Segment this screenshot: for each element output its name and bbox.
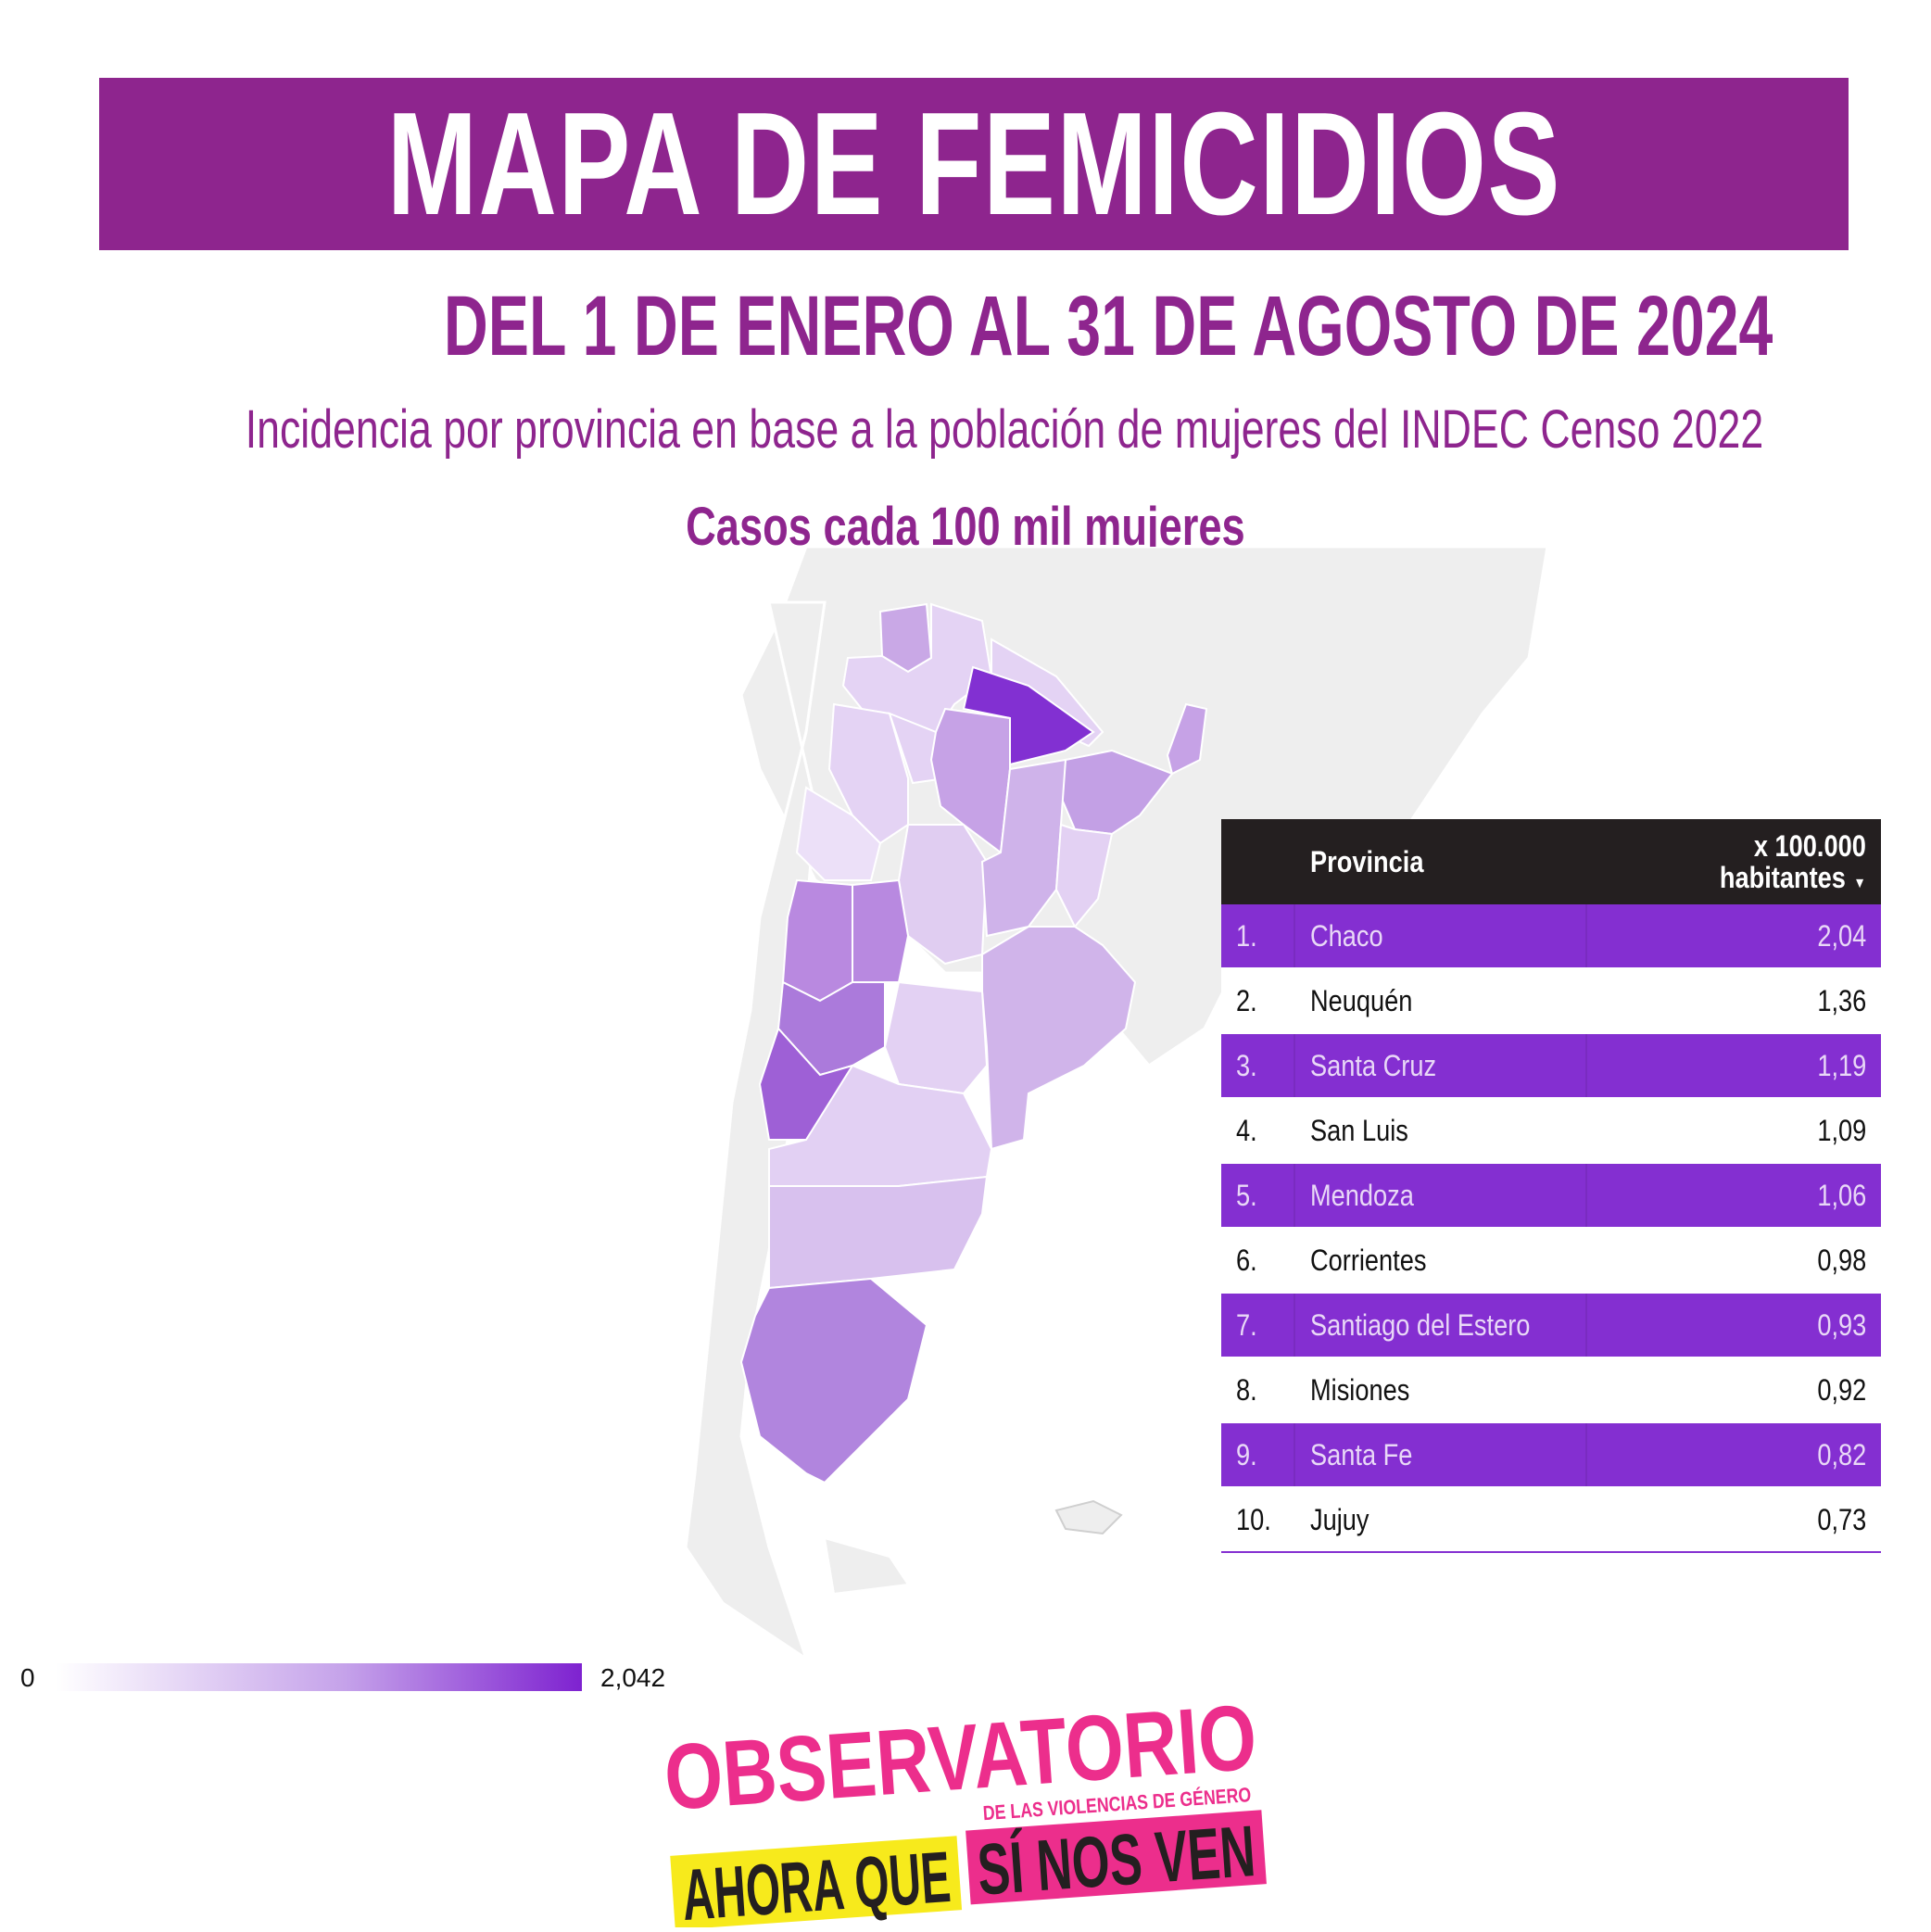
map-svg (684, 545, 1549, 1662)
logo-yellow-band (670, 1836, 963, 1930)
table-row: 6. Corrientes 0,98 (1221, 1229, 1881, 1294)
row-rank: 2. (1236, 984, 1257, 1017)
row-province-name: Jujuy (1310, 1503, 1369, 1536)
row-province-name: Corrientes (1310, 1244, 1427, 1277)
row-rank: 3. (1236, 1049, 1257, 1082)
row-divider (1585, 1294, 1587, 1357)
row-divider (1294, 1423, 1295, 1486)
row-rank: 5. (1236, 1179, 1257, 1212)
province-la-pampa (883, 980, 989, 1095)
table-row: 10. Jujuy 0,73 (1221, 1488, 1881, 1553)
table-row: 8. Misiones 0,92 (1221, 1358, 1881, 1423)
logo-line3b: SÍ NOS VEN (975, 1810, 1257, 1911)
table-row: 2. Neuquén 1,36 (1221, 969, 1881, 1034)
row-province-name: Santa Fe (1310, 1438, 1413, 1471)
row-divider (1585, 904, 1587, 967)
ranking-header: Provincia x 100.000 habitantes ▼ (1221, 819, 1881, 904)
logo-svg: OBSERVATORIO DE LAS VIOLENCIAS DE GÉNERO… (661, 1686, 1267, 1932)
province-san-juan (781, 878, 853, 1003)
province-chubut (768, 1175, 989, 1290)
row-province-name: San Luis (1310, 1114, 1408, 1147)
title-banner: MAPA DE FEMICIDIOS (99, 78, 1849, 250)
column-header-province[interactable]: Provincia (1310, 845, 1424, 878)
table-row: 7. Santiago del Estero 0,93 (1221, 1294, 1881, 1358)
ranking-table: Provincia x 100.000 habitantes ▼ 1. Chaco 2… (1221, 819, 1881, 1553)
row-divider (1294, 1164, 1295, 1227)
sort-descending-icon[interactable]: ▼ (1853, 876, 1866, 891)
column-header-value-line2: habitantes (1720, 861, 1847, 894)
province-san-luis (852, 878, 910, 983)
falkland-islands (1054, 1499, 1123, 1535)
column-header-value[interactable]: x 100.000 habitantes ▼ (1720, 830, 1866, 900)
row-province-name: Chaco (1310, 919, 1383, 953)
row-rank: 7. (1236, 1308, 1257, 1342)
argentina-map (667, 545, 1549, 1677)
province-santa-cruz (739, 1277, 928, 1484)
row-divider (1294, 1294, 1295, 1357)
row-province-name: Santa Cruz (1310, 1049, 1437, 1082)
row-divider (1585, 1164, 1587, 1227)
province-buenos-aires (981, 926, 1137, 1151)
row-divider (1294, 1034, 1295, 1097)
table-row: 5. Mendoza 1,06 (1221, 1164, 1881, 1229)
row-value: 0,98 (1817, 1244, 1866, 1277)
page-title: MAPA DE FEMICIDIOS (386, 82, 1561, 246)
table-row: 3. Santa Cruz 1,19 (1221, 1034, 1881, 1099)
observatorio-logo: OBSERVATORIO DE LAS VIOLENCIAS DE GÉNERO… (649, 1677, 1297, 1932)
province-misiones (1166, 702, 1208, 776)
row-divider (1294, 904, 1295, 967)
date-range: DEL 1 DE ENERO AL 31 DE AGOSTO DE 2024 (443, 279, 1773, 373)
row-province-name: Mendoza (1310, 1179, 1414, 1212)
province-rio-negro (768, 1064, 993, 1187)
row-province-name: Neuquén (1310, 984, 1413, 1017)
column-header-value-line1: x 100.000 (1753, 829, 1866, 863)
row-value: 0,92 (1817, 1373, 1866, 1407)
row-rank: 9. (1236, 1438, 1257, 1471)
row-value: 1,19 (1817, 1049, 1866, 1082)
province-tierra-del-fuego (823, 1536, 910, 1596)
province-la-rioja (795, 786, 882, 881)
province-cordoba (897, 824, 989, 966)
row-province-name: Misiones (1310, 1373, 1410, 1407)
row-divider (1585, 1034, 1587, 1097)
row-rank: 1. (1236, 919, 1257, 953)
logo-pink-band (966, 1810, 1267, 1905)
row-value: 2,04 (1817, 919, 1866, 953)
table-row: 4. San Luis 1,09 (1221, 1099, 1881, 1164)
logo-line3a: AHORA QUE (679, 1836, 953, 1927)
row-rank: 4. (1236, 1114, 1257, 1147)
row-value: 0,73 (1817, 1503, 1866, 1536)
row-rank: 10. (1236, 1503, 1271, 1536)
row-divider (1585, 1423, 1587, 1486)
row-rank: 6. (1236, 1244, 1257, 1277)
legend-min: 0 (20, 1663, 35, 1692)
row-value: 1,06 (1817, 1179, 1866, 1212)
legend-gradient-bar (56, 1663, 582, 1691)
row-value: 0,82 (1817, 1438, 1866, 1471)
row-value: 1,09 (1817, 1114, 1866, 1147)
table-row: 9. Santa Fe 0,82 (1221, 1423, 1881, 1488)
table-row: 1. Chaco 2,04 (1221, 904, 1881, 969)
row-rank: 8. (1236, 1373, 1257, 1407)
row-province-name: Santiago del Estero (1310, 1308, 1531, 1342)
province-chaco (962, 665, 1095, 766)
row-value: 0,93 (1817, 1308, 1866, 1342)
legend-max: 2,042 (600, 1663, 666, 1692)
description: Incidencia por provincia en base a la po… (245, 399, 1764, 460)
row-value: 1,36 (1817, 984, 1866, 1017)
